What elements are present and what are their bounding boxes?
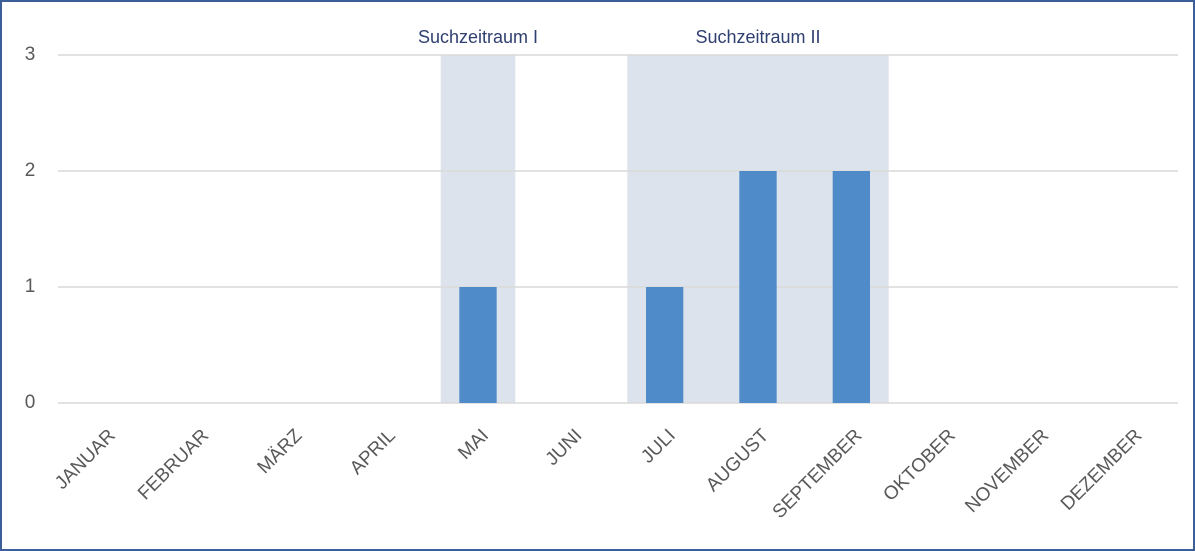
y-tick-label: 0 — [25, 392, 36, 413]
y-tick-label: 3 — [25, 44, 36, 65]
x-tick-label: SEPTEMBER — [769, 425, 867, 523]
x-tick-label: JUNI — [542, 425, 587, 470]
x-tick-label: APRIL — [346, 425, 400, 479]
x-tick-label: NOVEMBER — [961, 425, 1053, 517]
bar — [646, 287, 684, 403]
bar — [832, 171, 870, 403]
x-tick-label: JULI — [637, 425, 679, 467]
bar — [739, 171, 777, 403]
search-period-label: Suchzeitraum I — [418, 27, 538, 47]
x-tick-label: JANUAR — [51, 425, 120, 494]
x-tick-label: MAI — [454, 425, 493, 464]
x-tick-label: AUGUST — [702, 425, 773, 496]
bar — [459, 287, 497, 403]
x-tick-label: FEBRUAR — [134, 425, 213, 504]
search-period-label: Suchzeitraum II — [695, 27, 820, 47]
x-tick-label: MÄRZ — [254, 425, 307, 478]
y-tick-label: 1 — [25, 276, 36, 297]
x-tick-label: DEZEMBER — [1057, 425, 1147, 515]
y-tick-label: 2 — [25, 160, 36, 181]
x-tick-label: OKTOBER — [879, 425, 959, 505]
